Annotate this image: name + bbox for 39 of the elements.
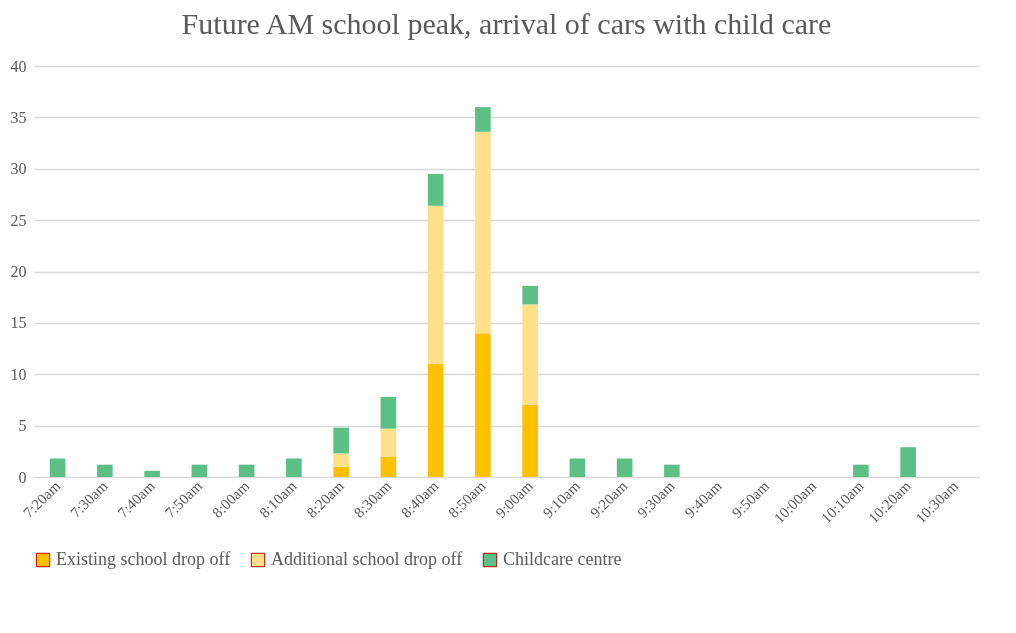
bar — [475, 333, 491, 477]
bar — [238, 464, 255, 477]
bar — [380, 428, 397, 457]
bar — [380, 456, 397, 477]
y-tick-label: 40 — [10, 57, 27, 75]
bar — [475, 131, 491, 334]
bar — [49, 458, 66, 477]
bar — [191, 464, 208, 477]
y-tick-label: 30 — [10, 160, 27, 178]
legend-label: Existing school drop off — [56, 549, 231, 569]
bar — [333, 466, 349, 477]
bar — [286, 458, 302, 477]
bar — [333, 453, 349, 467]
bar — [97, 464, 113, 477]
y-tick-label: 15 — [10, 314, 27, 332]
bar — [664, 464, 680, 477]
bar — [900, 447, 916, 477]
bar — [522, 304, 538, 406]
bar — [144, 470, 160, 477]
y-tick-label: 20 — [10, 263, 27, 280]
y-tick-label: 25 — [10, 211, 27, 229]
y-tick-label: 10 — [10, 365, 27, 383]
bar — [427, 173, 444, 206]
bar — [475, 107, 491, 132]
legend-label: Childcare centre — [503, 549, 622, 569]
bar — [522, 405, 538, 477]
bar — [333, 427, 349, 454]
y-tick-label: 35 — [10, 108, 27, 126]
y-tick-label: 0 — [18, 468, 27, 486]
legend-label: Additional school drop off — [271, 549, 463, 569]
bar — [569, 458, 586, 477]
bar — [522, 285, 538, 305]
bar — [853, 464, 869, 477]
bar — [427, 363, 444, 477]
bar — [616, 458, 633, 477]
chart-title: Future AM school peak, arrival of cars with child care — [181, 7, 832, 40]
bar — [427, 205, 444, 364]
y-tick-label: 5 — [18, 417, 27, 435]
bar — [380, 396, 397, 429]
